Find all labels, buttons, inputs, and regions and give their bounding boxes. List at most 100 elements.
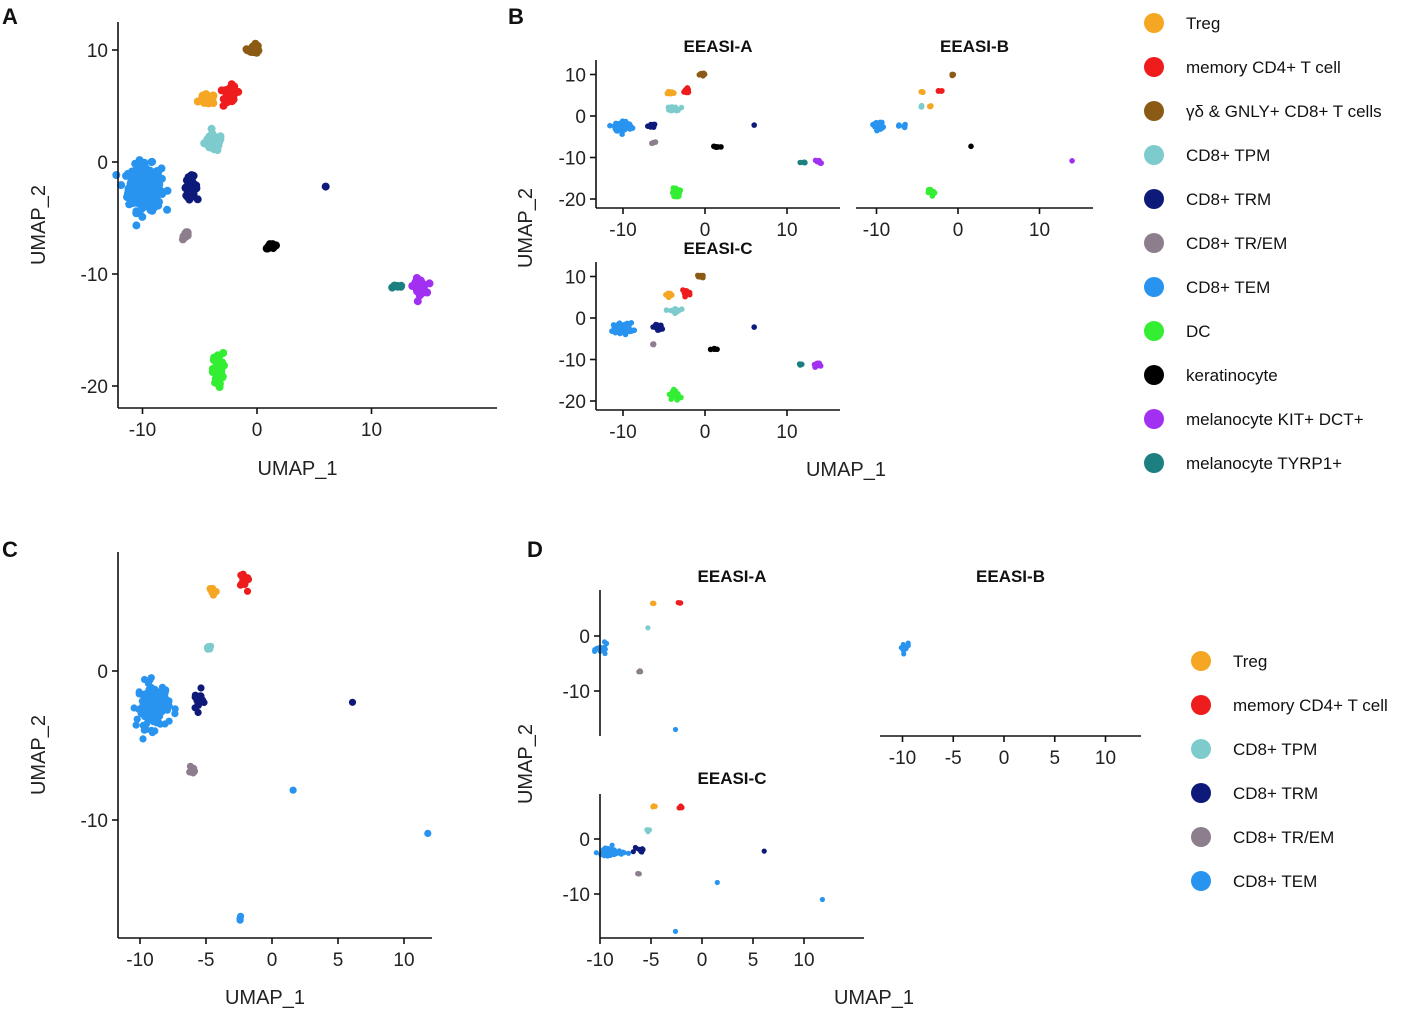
legend-item-cd8-tr-em: CD8+ TR/EM bbox=[1144, 233, 1287, 253]
point-dc bbox=[931, 190, 938, 196]
point-treg bbox=[212, 588, 220, 596]
point-cd8-trm bbox=[197, 684, 205, 692]
point-dc bbox=[676, 189, 683, 196]
x-tick-label: -10 bbox=[609, 220, 636, 241]
point-cd8-tem bbox=[151, 186, 160, 195]
point-cd8-tem bbox=[619, 131, 625, 137]
point-cd8-tem bbox=[112, 171, 121, 179]
legend-item-memory-cd4-t-cell: memory CD4+ T cell bbox=[1144, 57, 1341, 77]
point-gnly-cd8-t-cells bbox=[950, 71, 957, 78]
x-tick-label: -5 bbox=[643, 950, 660, 971]
panel-label-c: C bbox=[2, 537, 18, 562]
point-cd8-tr-em bbox=[650, 341, 657, 347]
x-tick-label: 0 bbox=[953, 220, 964, 241]
point-cd8-tem bbox=[148, 157, 157, 166]
point-cd8-tpm bbox=[207, 130, 216, 139]
point-treg bbox=[209, 91, 218, 100]
point-cd8-tem bbox=[149, 685, 157, 694]
point-memory-cd4-t-cell bbox=[683, 89, 690, 96]
legend-item-treg: Treg bbox=[1191, 651, 1267, 671]
x-tick-label: 0 bbox=[700, 422, 711, 443]
point-cd8-tem bbox=[163, 186, 172, 195]
x-tick-label: 0 bbox=[252, 420, 263, 441]
y-tick-label: 0 bbox=[579, 627, 590, 648]
point-cd8-tem bbox=[132, 721, 140, 729]
umap-plot-b-eeasi-c: EEASI-C -10 0 10 10 0 -10 -20 UMAP_1 bbox=[559, 239, 886, 481]
legend-item-cd8-tpm: CD8+ TPM bbox=[1191, 739, 1317, 759]
point-keratinocyte bbox=[265, 240, 274, 249]
point-cd8-trm bbox=[761, 848, 767, 854]
y-tick-label: 10 bbox=[565, 268, 586, 289]
point-melanocyte-tyrp1 bbox=[394, 282, 403, 291]
plot-title: EEASI-B bbox=[976, 567, 1045, 586]
x-tick-label: 0 bbox=[999, 748, 1010, 769]
point-melanocyte-tyrp1 bbox=[796, 361, 803, 367]
x-tick-label: 10 bbox=[1029, 220, 1050, 241]
point-treg bbox=[668, 89, 674, 96]
point-cd8-tem bbox=[143, 174, 152, 183]
legend-item-cd8-tr-em: CD8+ TR/EM bbox=[1191, 827, 1334, 847]
plot-title: EEASI-C bbox=[684, 239, 753, 258]
legend-item-cd8-tem: CD8+ TEM bbox=[1144, 277, 1270, 297]
point-cd8-tem bbox=[617, 324, 624, 331]
point-treg bbox=[650, 804, 656, 810]
legend-item-keratinocyte: keratinocyte bbox=[1144, 365, 1278, 385]
point-cd8-tem bbox=[133, 715, 141, 723]
point-cd8-trm bbox=[186, 182, 195, 191]
scatter-points bbox=[592, 600, 684, 733]
y-tick-label: 0 bbox=[575, 309, 586, 330]
point-cd8-tr-em bbox=[636, 669, 642, 675]
legend-label: memory CD4+ T cell bbox=[1186, 58, 1341, 77]
x-tick-label: 0 bbox=[267, 950, 278, 971]
point-cd8-tem bbox=[148, 729, 156, 737]
legend-swatch bbox=[1144, 145, 1164, 165]
point-cd8-tem bbox=[819, 896, 826, 903]
legend-label: memory CD4+ T cell bbox=[1233, 696, 1388, 715]
scatter-points bbox=[112, 39, 434, 392]
legend-swatch bbox=[1144, 321, 1164, 341]
y-axis-label-panel-b: UMAP_2 bbox=[515, 188, 537, 268]
point-cd8-trm bbox=[348, 698, 357, 706]
point-dc bbox=[673, 392, 680, 398]
y-tick-label: 0 bbox=[575, 107, 586, 128]
point-cd8-tem bbox=[622, 325, 629, 332]
point-cd8-tem bbox=[146, 713, 154, 721]
y-tick-label: -10 bbox=[81, 811, 108, 832]
x-tick-label: -10 bbox=[586, 950, 613, 971]
legend-swatch bbox=[1191, 827, 1211, 847]
x-tick-label: 10 bbox=[793, 950, 814, 971]
x-axis-label: UMAP_1 bbox=[806, 459, 886, 481]
x-tick-label: 0 bbox=[697, 950, 708, 971]
legend-swatch bbox=[1144, 453, 1164, 473]
point-cd8-tr-em bbox=[635, 871, 641, 877]
legend-item-cd8-tpm: CD8+ TPM bbox=[1144, 145, 1270, 165]
x-tick-label: -10 bbox=[863, 220, 890, 241]
plot-title: EEASI-B bbox=[940, 37, 1009, 56]
x-tick-label: 5 bbox=[1049, 748, 1060, 769]
point-cd8-tem bbox=[132, 178, 141, 187]
point-treg bbox=[206, 585, 214, 593]
point-cd8-trm bbox=[636, 846, 642, 853]
x-tick-label: -10 bbox=[889, 748, 916, 769]
x-tick-label: -10 bbox=[126, 950, 153, 971]
point-cd8-tem bbox=[148, 206, 157, 215]
point-memory-cd4-t-cell bbox=[684, 290, 691, 296]
legend-swatch bbox=[1191, 783, 1211, 803]
point-cd8-tpm bbox=[675, 107, 681, 113]
legend-label: keratinocyte bbox=[1186, 366, 1278, 385]
point-cd8-trm bbox=[182, 191, 191, 200]
point-gnly-cd8-t-cells bbox=[700, 72, 707, 78]
point-cd8-tem bbox=[137, 710, 145, 718]
point-gnly-cd8-t-cells bbox=[248, 43, 257, 52]
point-cd8-tem bbox=[607, 122, 613, 129]
legend-item-memory-cd4-t-cell: memory CD4+ T cell bbox=[1191, 695, 1388, 715]
point-memory-cd4-t-cell bbox=[224, 90, 233, 99]
y-tick-label: -10 bbox=[81, 265, 108, 286]
point-cd8-tpm bbox=[918, 104, 924, 110]
point-cd8-trm bbox=[751, 122, 757, 128]
point-cd8-tem bbox=[611, 847, 617, 853]
panel-label-d: D bbox=[527, 537, 543, 562]
umap-plot-d-eeasi-a: EEASI-A 0 -10 UMAP_2 bbox=[515, 567, 766, 804]
point-keratinocyte bbox=[711, 345, 717, 352]
point-treg bbox=[667, 292, 674, 299]
